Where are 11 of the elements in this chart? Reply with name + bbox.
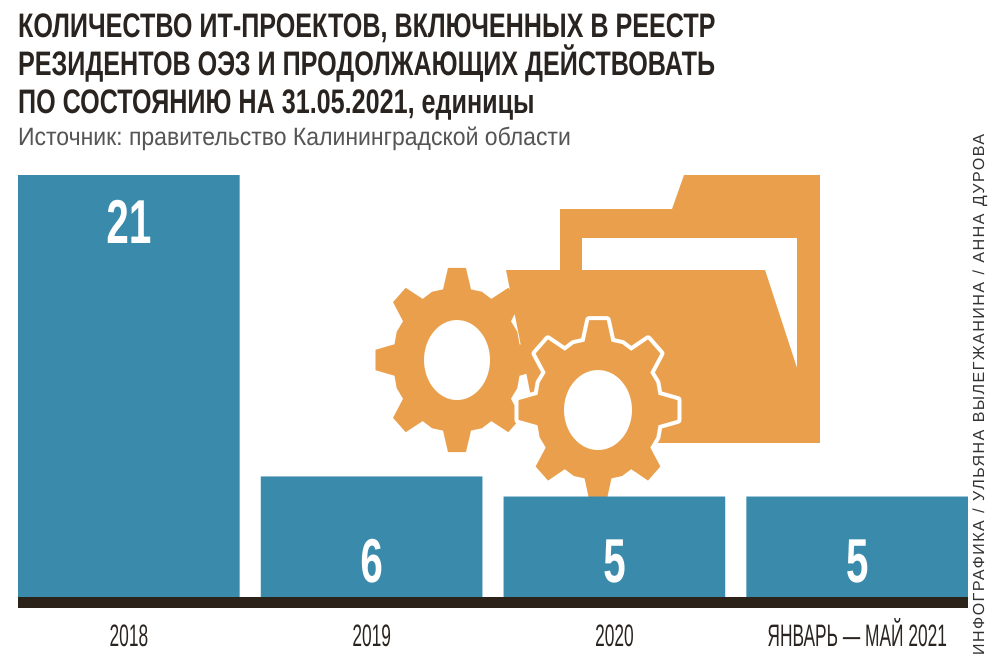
x-tick-label: 2019 <box>352 618 391 654</box>
data-label: 6 <box>360 527 383 596</box>
text: ИНФОГРАФИКА / УЛЬЯНА ВЫЛЕГЖАНИНА / АННА ДУРОВА <box>971 132 988 655</box>
data-label: 5 <box>603 527 626 596</box>
data-label: 5 <box>846 527 868 596</box>
x-tick-label: ЯНВАРЬ — МАЙ 2021 <box>767 618 947 654</box>
data-label: 21 <box>106 188 152 258</box>
text: Источник: правительство Калининградской области <box>18 123 571 152</box>
x-tick-label: 2018 <box>110 618 148 654</box>
chart-title: КОЛИЧЕСТВО ИТ-ПРОЕКТОВ, ВКЛЮЧЕННЫХ В РЕЕСТР РЕЗИДЕНТОВ ОЭЗ И ПРОДОЛЖАЮЩИХ ДЕЙСТВОВАТЬ ПО СОСТОЯНИЮ НА 31.05.2021, единицы <box>18 7 716 121</box>
x-tick-label: 2020 <box>595 618 634 654</box>
